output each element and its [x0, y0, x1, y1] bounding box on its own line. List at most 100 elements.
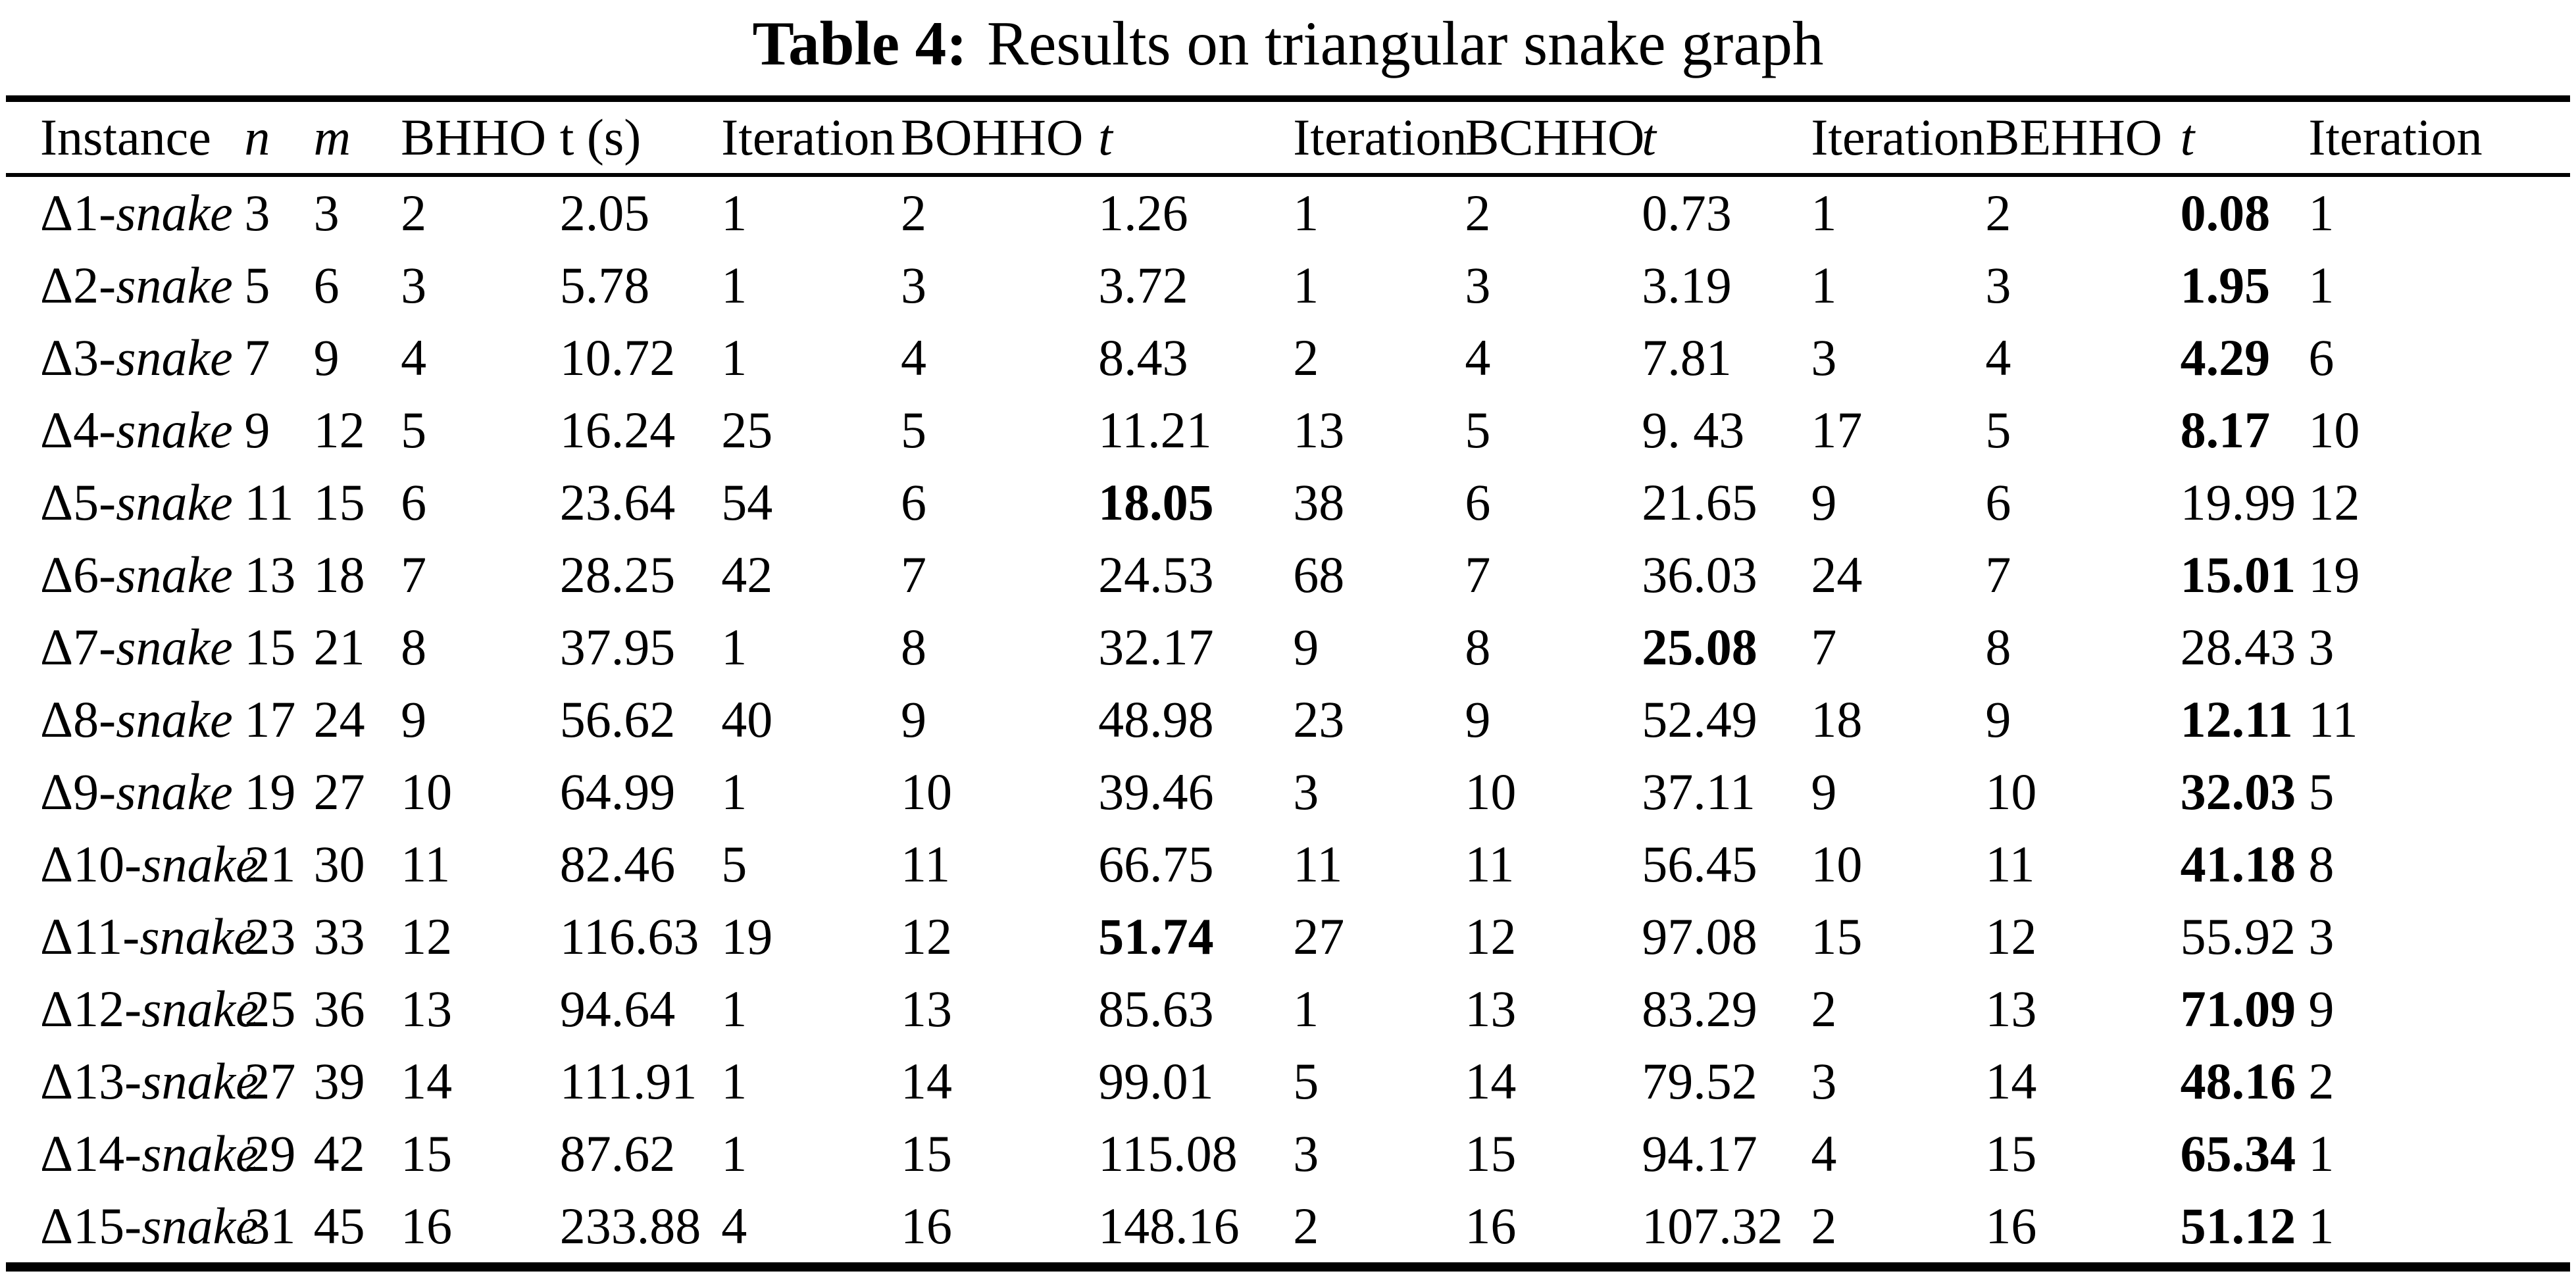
cell-iter_behho: 8 [2308, 835, 2335, 893]
cell-bohho: 13 [901, 980, 952, 1038]
cell-bohho: 6 [901, 474, 926, 532]
instance-word: snake [116, 763, 233, 821]
cell-t_s: 116.63 [559, 908, 699, 966]
cell-bohho: 14 [901, 1052, 952, 1110]
cell-t_behho: 4.29 [2180, 329, 2271, 387]
instance-word: snake [116, 184, 233, 242]
cell-behho: 9 [1985, 691, 2011, 749]
cell-behho: 7 [1985, 546, 2011, 604]
cell-behho: 6 [1985, 474, 2011, 532]
cell-instance: Δ2-snake [6, 249, 244, 322]
cell-instance: Δ10-snake [6, 828, 259, 901]
cell-t_s: 37.95 [559, 618, 676, 676]
cell-n: 5 [244, 257, 270, 314]
cell-instance: Δ3-snake [6, 322, 244, 394]
cell-t_bohho: 11.21 [1098, 401, 1212, 459]
table-row: Δ9-snake 19 27 10 64.99 1 10 39.46 3 10 37.11 9 10 32… [6, 756, 2570, 828]
cell-iter_bchho: 4 [1811, 1125, 1837, 1183]
cell-t_s: 87.62 [559, 1125, 676, 1183]
cell-t_bchho: 7.81 [1642, 329, 1732, 387]
cell-t_bchho: 97.08 [1642, 908, 1757, 966]
cell-instance: Δ15-snake [6, 1190, 259, 1267]
cell-iter_bchho: 10 [1811, 835, 1863, 893]
cell-m: 18 [313, 546, 365, 604]
cell-m: 9 [313, 329, 340, 387]
cell-iter_behho: 1 [2308, 257, 2335, 314]
cell-iter_behho: 1 [2308, 184, 2335, 242]
cell-iter_bchho: 24 [1811, 546, 1863, 604]
cell-iter_bohho: 3 [1293, 763, 1319, 821]
cell-bohho: 15 [901, 1125, 952, 1183]
instance-word: snake [116, 618, 233, 676]
cell-bchho: 13 [1465, 980, 1517, 1038]
instance-word: snake [116, 691, 233, 749]
cell-n: 27 [244, 1052, 296, 1110]
cell-behho: 12 [1985, 908, 2037, 966]
cell-t_bohho: 115.08 [1098, 1125, 1238, 1183]
table-row: Δ13-snake 27 39 14 111.91 1 14 99.01 5 14 79.52 3 14… [6, 1045, 2570, 1118]
cell-n: 11 [244, 474, 294, 532]
table-row: Δ3-snake 7 9 4 10.72 1 4 8.43 2 4 7.81 3 4 4.29 6 [6, 322, 2570, 394]
results-table: Instance n m BHHO t (s) Iteration BOHHO t Iterat… [6, 95, 2570, 1272]
cell-instance: Δ5-snake [6, 466, 244, 539]
cell-t_s: 10.72 [559, 329, 676, 387]
cell-t_bohho: 85.63 [1098, 980, 1214, 1038]
cell-instance: Δ13-snake [6, 1045, 259, 1118]
cell-t_behho: 19.99 [2180, 474, 2296, 532]
cell-iter_bhho: 42 [721, 546, 773, 604]
cell-m: 27 [313, 763, 365, 821]
cell-t_bohho: 99.01 [1098, 1052, 1214, 1110]
cell-t_bohho: 3.72 [1098, 257, 1188, 314]
instance-delta: Δ2- [40, 257, 116, 314]
cell-n: 19 [244, 763, 296, 821]
cell-bohho: 5 [901, 401, 926, 459]
cell-t_s: 2.05 [559, 184, 650, 242]
cell-t_bchho: 107.32 [1642, 1197, 1783, 1255]
cell-t_bohho: 24.53 [1098, 546, 1214, 604]
cell-t_bchho: 9. 43 [1642, 401, 1745, 459]
cell-bhho: 11 [401, 835, 451, 893]
cell-iter_bohho: 23 [1293, 691, 1345, 749]
cell-iter_behho: 9 [2308, 980, 2335, 1038]
cell-t_s: 56.62 [559, 691, 676, 749]
cell-t_bchho: 56.45 [1642, 835, 1757, 893]
cell-bhho: 8 [401, 618, 427, 676]
cell-t_behho: 41.18 [2180, 835, 2296, 893]
cell-instance: Δ12-snake [6, 973, 259, 1045]
cell-bchho: 3 [1465, 257, 1491, 314]
cell-t_bohho: 8.43 [1098, 329, 1188, 387]
cell-bohho: 12 [901, 908, 952, 966]
table-caption: Results on triangular snake graph [986, 9, 1824, 78]
cell-t_bchho: 79.52 [1642, 1052, 1757, 1110]
cell-iter_bohho: 3 [1293, 1125, 1319, 1183]
cell-behho: 4 [1985, 329, 2011, 387]
cell-bchho: 11 [1465, 835, 1515, 893]
column-header-t_bohho: t [1098, 99, 1294, 178]
cell-m: 24 [313, 691, 365, 749]
cell-iter_bchho: 18 [1811, 691, 1863, 749]
table-row: Δ14-snake 29 42 15 87.62 1 15 115.08 3 15 94.17 4 15… [6, 1118, 2570, 1190]
cell-bhho: 10 [401, 763, 453, 821]
cell-iter_bohho: 27 [1293, 908, 1345, 966]
cell-t_behho: 48.16 [2180, 1052, 2296, 1110]
cell-iter_bohho: 11 [1293, 835, 1343, 893]
cell-n: 21 [244, 835, 296, 893]
column-header-t_s: t (s) [559, 99, 722, 178]
column-header-iter_behho: Iteration [2308, 99, 2570, 178]
cell-bchho: 14 [1465, 1052, 1517, 1110]
cell-iter_bohho: 38 [1293, 474, 1345, 532]
cell-bohho: 11 [901, 835, 951, 893]
cell-m: 6 [313, 257, 340, 314]
column-header-iter_bhho: Iteration [721, 99, 901, 178]
instance-word: snake [141, 1197, 259, 1255]
cell-bhho: 5 [401, 401, 427, 459]
table-row: Δ4-snake 9 12 5 16.24 25 5 11.21 13 5 9. 43 17 5 8.17… [6, 394, 2570, 466]
cell-t_bchho: 52.49 [1642, 691, 1757, 749]
cell-behho: 2 [1985, 184, 2011, 242]
cell-iter_bhho: 25 [721, 401, 773, 459]
cell-m: 45 [313, 1197, 365, 1255]
instance-word: snake [141, 980, 259, 1038]
table-body: Δ1-snake 3 3 2 2.05 1 2 1.26 1 2 0.73 1 2 0.08 1 Δ2-sna… [6, 175, 2570, 1267]
table-row: Δ10-snake 21 30 11 82.46 5 11 66.75 11 11 56.45 10 1… [6, 828, 2570, 901]
cell-n: 13 [244, 546, 296, 604]
